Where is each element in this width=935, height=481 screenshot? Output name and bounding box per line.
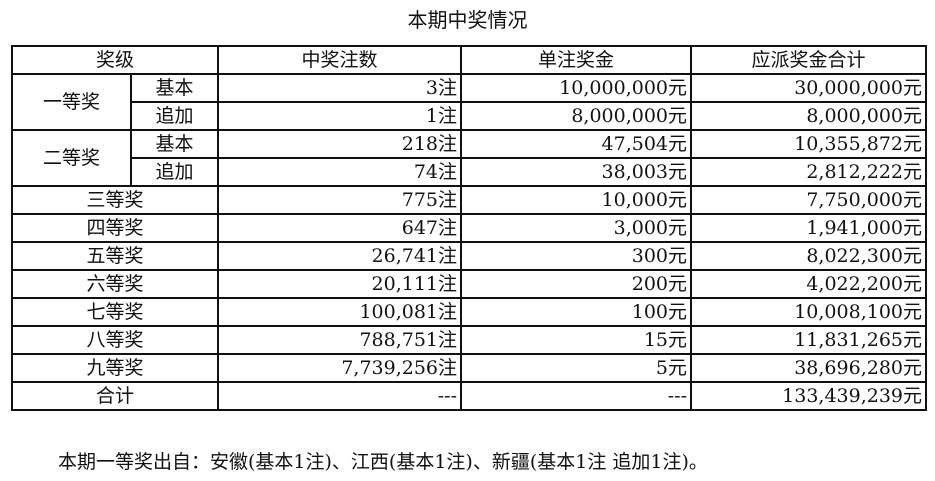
header-prize: 单注奖金 <box>460 45 693 75</box>
bet-type: 追加 <box>129 157 220 187</box>
unit-prize: 3,000元 <box>460 213 693 243</box>
winner-count: 20,111注 <box>217 269 463 299</box>
prize-table: 奖级 中奖注数 单注奖金 应派奖金合计 一等奖 基本 3注 10,000,000元 30… <box>10 45 928 411</box>
table-row: 追加 1注 8,000,000元 8,000,000元 <box>12 101 928 131</box>
table-row: 一等奖 基本 3注 10,000,000元 30,000,000元 <box>11 73 928 131</box>
table-row: 二等奖 基本 218注 47,504元 10,355,872元 <box>11 129 928 187</box>
prize-level: 六等奖 <box>10 269 220 299</box>
prize-level: 七等奖 <box>10 297 220 327</box>
table-header-row: 奖级 中奖注数 单注奖金 应派奖金合计 <box>10 45 928 75</box>
winner-count: 788,751注 <box>217 325 463 355</box>
unit-prize: 8,000,000元 <box>460 101 693 131</box>
unit-prize: 200元 <box>460 269 693 299</box>
prize-level: 合计 <box>10 381 220 411</box>
table-row: 三等奖 775注 10,000元 7,750,000元 <box>10 185 928 215</box>
winner-count: 100,081注 <box>217 297 463 327</box>
bet-type: 追加 <box>129 101 220 131</box>
unit-prize: 5元 <box>460 353 693 383</box>
total-row: 合计 --- --- 133,439,239元 <box>10 381 928 411</box>
winner-count: 3注 <box>217 73 463 103</box>
winner-count: 218注 <box>217 129 463 159</box>
header-level: 奖级 <box>10 45 220 75</box>
unit-prize: 300元 <box>460 241 693 271</box>
winner-count: 1注 <box>217 101 463 131</box>
total-prize: 10,008,100元 <box>690 297 928 327</box>
total-prize: 133,439,239元 <box>690 381 928 411</box>
unit-prize: 38,003元 <box>460 157 693 187</box>
unit-prize: --- <box>460 381 693 411</box>
bet-type: 基本 <box>129 73 220 103</box>
winner-count: --- <box>217 381 463 411</box>
bet-type: 基本 <box>129 129 220 159</box>
table-row: 七等奖 100,081注 100元 10,008,100元 <box>10 297 928 327</box>
table-row: 追加 74注 38,003元 2,812,222元 <box>12 157 928 187</box>
total-prize: 2,812,222元 <box>690 157 928 187</box>
prize-level: 三等奖 <box>10 185 220 215</box>
total-prize: 38,696,280元 <box>690 353 928 383</box>
table-row: 八等奖 788,751注 15元 11,831,265元 <box>10 325 928 355</box>
prize-level: 四等奖 <box>10 213 220 243</box>
unit-prize: 47,504元 <box>460 129 693 159</box>
prize-level: 一等奖 <box>11 73 132 131</box>
winner-count: 775注 <box>217 185 463 215</box>
prize-level: 二等奖 <box>11 129 132 187</box>
table-row: 六等奖 20,111注 200元 4,022,200元 <box>10 269 928 299</box>
prize-level: 九等奖 <box>10 353 220 383</box>
table-row: 九等奖 7,739,256注 5元 38,696,280元 <box>10 353 928 383</box>
header-total: 应派奖金合计 <box>690 45 928 75</box>
total-prize: 4,022,200元 <box>690 269 928 299</box>
prize-level: 五等奖 <box>10 241 220 271</box>
total-prize: 1,941,000元 <box>690 213 928 243</box>
total-prize: 10,355,872元 <box>690 129 928 159</box>
unit-prize: 10,000元 <box>460 185 693 215</box>
header-count: 中奖注数 <box>217 45 463 75</box>
total-prize: 11,831,265元 <box>690 325 928 355</box>
winner-count: 7,739,256注 <box>217 353 463 383</box>
page-title: 本期中奖情况 <box>407 8 528 32</box>
total-prize: 8,022,300元 <box>690 241 928 271</box>
total-prize: 30,000,000元 <box>690 73 928 103</box>
winner-note: 本期一等奖出自：安徽(基本1注)、江西(基本1注)、新疆(基本1注 追加1注)。 <box>58 451 708 473</box>
table-row: 四等奖 647注 3,000元 1,941,000元 <box>10 213 928 243</box>
table-row: 五等奖 26,741注 300元 8,022,300元 <box>10 241 928 271</box>
winner-count: 74注 <box>217 157 463 187</box>
winner-count: 647注 <box>217 213 463 243</box>
unit-prize: 15元 <box>460 325 693 355</box>
winner-count: 26,741注 <box>217 241 463 271</box>
prize-level: 八等奖 <box>10 325 220 355</box>
unit-prize: 100元 <box>460 297 693 327</box>
total-prize: 7,750,000元 <box>690 185 928 215</box>
total-prize: 8,000,000元 <box>690 101 928 131</box>
unit-prize: 10,000,000元 <box>460 73 693 103</box>
